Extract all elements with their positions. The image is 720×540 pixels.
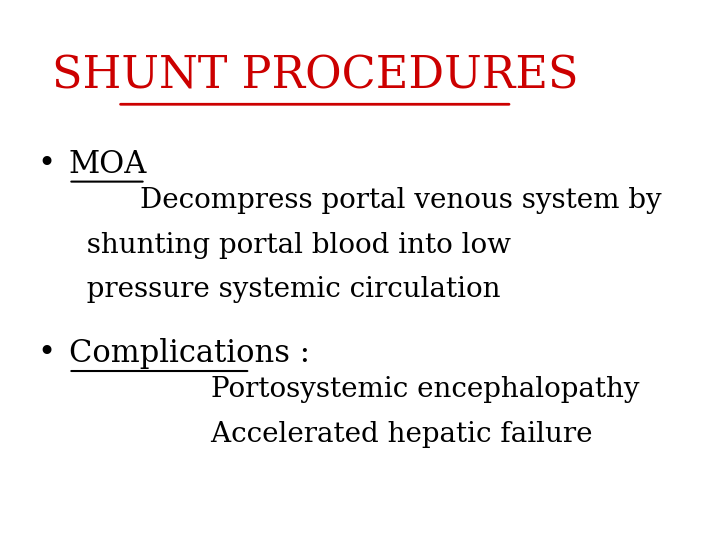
Text: MOA: MOA (68, 149, 147, 180)
Text: Complications :: Complications : (68, 339, 310, 369)
Text: Accelerated hepatic failure: Accelerated hepatic failure (68, 421, 592, 448)
Text: SHUNT PROCEDURES: SHUNT PROCEDURES (52, 55, 578, 97)
Text: Portosystemic encephalopathy: Portosystemic encephalopathy (68, 376, 639, 403)
Text: shunting portal blood into low: shunting portal blood into low (68, 232, 510, 259)
Text: Decompress portal venous system by: Decompress portal venous system by (68, 187, 661, 214)
Text: •: • (37, 149, 56, 180)
Text: •: • (37, 339, 56, 369)
Text: pressure systemic circulation: pressure systemic circulation (68, 276, 500, 303)
